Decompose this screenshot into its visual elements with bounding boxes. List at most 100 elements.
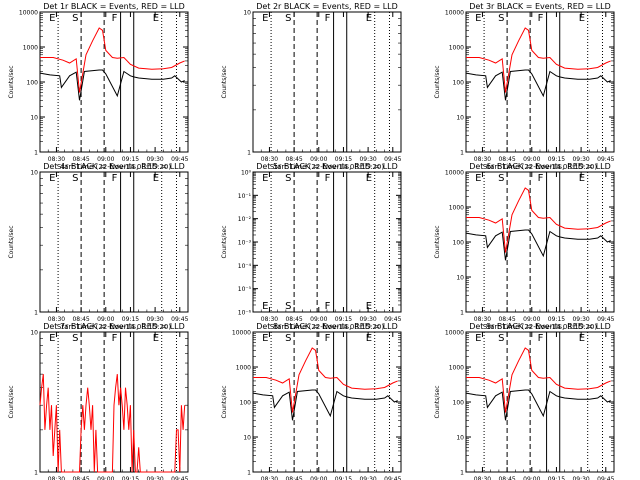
y-tick-label: 10 xyxy=(30,115,38,122)
plot-frame xyxy=(465,331,615,473)
y-axis-label: Counts/sec xyxy=(434,65,441,98)
series-line-lld xyxy=(466,187,611,253)
x-tick-label: 09:15 xyxy=(548,476,565,480)
series-line-events xyxy=(465,69,611,101)
x-tick-label: 09:30 xyxy=(359,316,376,323)
x-tick-label: 09:00 xyxy=(97,476,114,480)
x-tick-label: 08:45 xyxy=(498,316,515,323)
time-marker-label: E xyxy=(579,13,585,24)
x-tick-label: 08:45 xyxy=(72,476,89,480)
y-tick-label: 10 xyxy=(243,435,251,442)
y-tick-label: 10⁻⁵ xyxy=(238,286,252,293)
y-tick-label: 10 xyxy=(30,170,38,177)
x-axis-label: Start Time (22-Nov-14 08:15:20) xyxy=(270,323,384,331)
time-marker-label: S xyxy=(285,13,291,24)
y-tick-label: 1 xyxy=(34,310,38,317)
x-tick-label: 09:30 xyxy=(359,156,376,163)
y-tick-label: 10⁰ xyxy=(241,170,252,177)
time-marker-label: E xyxy=(475,333,481,344)
time-marker-label: F xyxy=(538,13,544,24)
series-line-events xyxy=(39,69,185,101)
x-tick-label: 09:00 xyxy=(97,156,114,163)
chart-title: Det 3r BLACK = Events, RED = LLD xyxy=(469,2,611,11)
x-tick-label: 09:15 xyxy=(335,156,352,163)
plot-frame xyxy=(39,171,189,313)
y-tick-label: 1000 xyxy=(449,205,464,212)
x-axis-label: Start Time (22-Nov-14 08:15:20) xyxy=(57,323,171,331)
x-tick-label: 08:45 xyxy=(285,156,302,163)
x-tick-label: 08:30 xyxy=(48,156,65,163)
time-marker-label: S xyxy=(498,333,504,344)
y-tick-label: 10 xyxy=(456,115,464,122)
time-marker-label: E xyxy=(366,333,372,344)
time-marker-label: E xyxy=(475,13,481,24)
time-marker-label: S xyxy=(498,13,504,24)
y-tick-label: 10⁻¹ xyxy=(238,193,252,200)
time-marker-label: F xyxy=(538,333,544,344)
chart-panel-1: Det 1r BLACK = Events, RED = LLD 1 10 100 10… xyxy=(8,2,189,171)
y-tick-label: 100 xyxy=(453,80,465,87)
y-tick-label: 1000 xyxy=(23,45,38,52)
time-marker-label: E xyxy=(49,173,55,184)
chart-panel-9: Det 9r BLACK = Events, RED = LLD 1 10 100 10… xyxy=(434,322,615,480)
chart-panel-6: Det 6r BLACK = Events, RED = LLD 1 10 100 10… xyxy=(434,162,615,331)
time-marker-label: E xyxy=(579,333,585,344)
y-tick-label: 100 xyxy=(453,400,465,407)
time-marker-label: F xyxy=(325,333,331,344)
series-line-events xyxy=(465,229,611,261)
x-tick-label: 09:30 xyxy=(572,316,589,323)
series-line-lld xyxy=(253,347,398,413)
x-tick-label: 08:30 xyxy=(48,476,65,480)
time-marker-label: F xyxy=(325,173,331,184)
y-axis-label: Counts/sec xyxy=(8,385,15,418)
x-tick-label: 09:45 xyxy=(597,476,614,480)
y-tick-label: 1000 xyxy=(449,45,464,52)
y-tick-label: 1 xyxy=(247,470,251,477)
time-marker-label: E xyxy=(366,301,372,312)
time-marker-label: F xyxy=(112,333,118,344)
x-tick-label: 09:45 xyxy=(171,156,188,163)
y-tick-label: 1 xyxy=(34,150,38,157)
time-marker-label: S xyxy=(72,13,78,24)
time-marker-label: F xyxy=(112,173,118,184)
y-tick-label: 10 xyxy=(30,330,38,337)
time-marker-label: F xyxy=(112,13,118,24)
chart-title: Det 8r BLACK = Events, RED = LLD xyxy=(256,322,398,331)
series-line-lld xyxy=(466,27,611,93)
x-tick-label: 08:45 xyxy=(72,156,89,163)
y-tick-label: 100 xyxy=(240,400,252,407)
y-tick-label: 10000 xyxy=(445,10,464,17)
x-tick-label: 08:45 xyxy=(498,156,515,163)
x-tick-label: 09:30 xyxy=(146,316,163,323)
time-marker-label: E xyxy=(49,333,55,344)
x-axis-label: Start Time (22-Nov-14 08:15:20) xyxy=(270,163,384,171)
chart-panel-2: Det 2r BLACK = Events, RED = LLD 1 10 Count… xyxy=(221,2,402,171)
time-marker-label: E xyxy=(49,13,55,24)
chart-title: Det 6r BLACK = Events, RED = LLD xyxy=(469,162,611,171)
x-tick-label: 09:00 xyxy=(97,316,114,323)
chart-panel-4: Det 4r BLACK = Events, RED = LLD 1 10 Count… xyxy=(8,162,189,331)
x-tick-label: 09:30 xyxy=(146,156,163,163)
time-marker-label: E xyxy=(579,173,585,184)
time-marker-label: E xyxy=(153,13,159,24)
x-tick-label: 09:30 xyxy=(572,156,589,163)
time-marker-label: S xyxy=(72,173,78,184)
y-tick-label: 10000 xyxy=(445,170,464,177)
x-tick-label: 08:45 xyxy=(72,316,89,323)
y-tick-label: 1000 xyxy=(449,365,464,372)
series-line-lld xyxy=(40,27,185,93)
time-marker-label: E xyxy=(366,13,372,24)
y-tick-label: 100 xyxy=(453,240,465,247)
time-marker-label: E xyxy=(262,301,268,312)
time-marker-label: S xyxy=(285,333,291,344)
series-line-lld xyxy=(466,347,611,413)
chart-title: Det 2r BLACK = Events, RED = LLD xyxy=(256,2,398,11)
x-tick-label: 09:15 xyxy=(122,476,139,480)
y-tick-label: 10 xyxy=(243,10,251,17)
x-tick-label: 08:45 xyxy=(498,476,515,480)
x-axis-label: Start Time (22-Nov-14 08:15:20) xyxy=(57,163,171,171)
time-marker-label: E xyxy=(153,333,159,344)
time-marker-label: S xyxy=(498,173,504,184)
chart-title: Det 1r BLACK = Events, RED = LLD xyxy=(43,2,185,11)
